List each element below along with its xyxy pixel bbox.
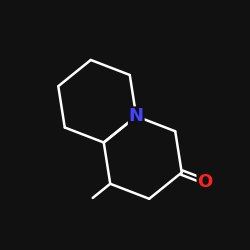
Text: N: N bbox=[129, 107, 144, 125]
Text: O: O bbox=[198, 172, 213, 190]
